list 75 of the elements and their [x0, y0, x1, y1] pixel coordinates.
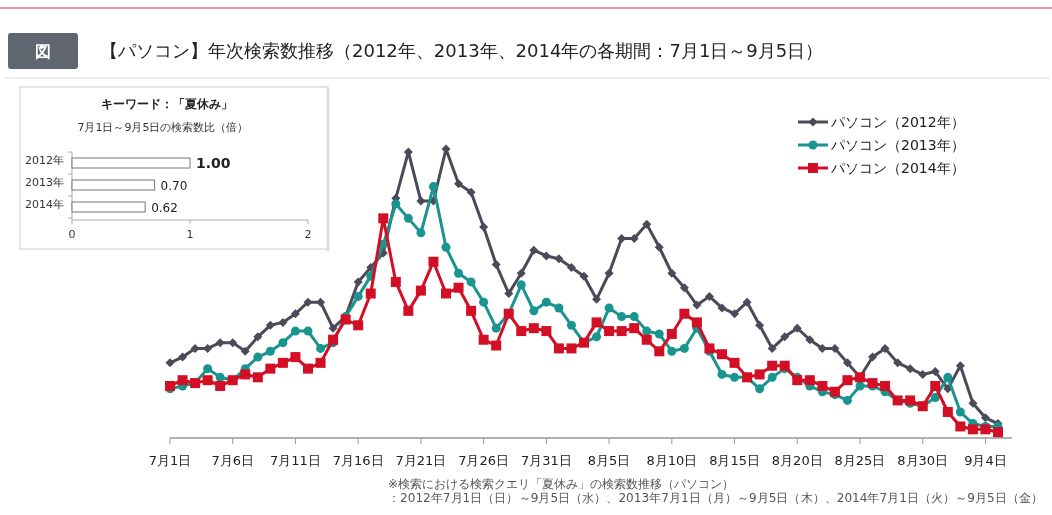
chart-title: 【パソコン】年次検索数推移（2012年、2013年、2014年の各期間：7月1日～9月5日） [100, 40, 824, 61]
point [842, 395, 852, 405]
bar [71, 157, 191, 169]
point [604, 303, 614, 313]
x-tick-label: 7月11日 [270, 453, 321, 468]
point [391, 199, 401, 209]
point [215, 372, 225, 382]
point [566, 320, 576, 330]
point [755, 384, 765, 394]
point [516, 280, 526, 290]
point [416, 228, 426, 238]
data-label: 1.00 [196, 155, 231, 171]
point [403, 213, 413, 223]
point [767, 372, 777, 382]
point [930, 393, 940, 403]
x-tick-label: 8月20日 [771, 453, 823, 468]
point [290, 326, 300, 336]
text: ※検索における検索クエリ「夏休み」の検索数推移（パソコン） [388, 477, 735, 491]
x-tick-label: 7月21日 [395, 453, 447, 468]
y-tick-label: 2014年 [25, 198, 64, 211]
point [265, 346, 275, 356]
x-tick-label: 7月1日 [148, 453, 192, 468]
chart-title: キーワード：「夏休み」 [101, 97, 233, 111]
point [955, 407, 965, 417]
point [554, 303, 564, 313]
legend-label: パソコン（2012年） [830, 114, 965, 130]
bar [71, 201, 146, 213]
point [642, 326, 652, 336]
x-tick-label: 1 [186, 228, 194, 241]
text: ：2012年7月1日（日）～9月5日（水）、2013年7月1日（月）～9月5日（木）、2014年7月1日（火）～9月5日（金） [388, 491, 1043, 505]
x-tick-label: 7月6日 [211, 453, 254, 468]
point [428, 182, 438, 192]
point [441, 242, 451, 252]
data-label: 0.70 [160, 179, 188, 193]
text: 図 [35, 42, 51, 61]
x-tick-label: 8月30日 [897, 453, 949, 468]
point [529, 306, 539, 316]
point [491, 323, 501, 333]
legend-label: パソコン（2013年） [830, 137, 965, 153]
chart-subtitle: 7月1日～9月5日の検索数比（倍） [77, 121, 249, 134]
data-label: 0.62 [151, 201, 178, 215]
point [592, 332, 602, 342]
x-tick-label: 9月4日 [964, 453, 1007, 468]
bar [71, 179, 156, 191]
point [943, 372, 953, 382]
point [253, 352, 263, 362]
x-tick-label: 7月16日 [332, 453, 384, 468]
x-tick-label: 8月5日 [587, 453, 631, 468]
point [617, 312, 627, 322]
point [203, 364, 213, 374]
x-tick-label: 0 [68, 228, 76, 241]
x-tick-label: 7月31日 [520, 453, 572, 468]
x-tick-label: 7月26日 [458, 453, 510, 468]
point [316, 343, 326, 353]
point [479, 297, 489, 307]
point [466, 277, 476, 287]
point [353, 291, 363, 301]
x-tick-label: 8月25日 [834, 453, 886, 468]
point [454, 268, 464, 278]
y-tick-label: 2013年 [25, 176, 64, 189]
point [654, 329, 664, 339]
point [717, 369, 727, 379]
point [303, 326, 313, 336]
legend-label: パソコン（2014年） [830, 160, 965, 176]
point [541, 297, 551, 307]
point [278, 338, 288, 348]
point [667, 346, 677, 356]
x-tick-label: 2 [304, 228, 312, 241]
y-tick-label: 2012年 [25, 154, 64, 167]
x-tick-label: 8月10日 [646, 453, 698, 468]
point [730, 372, 740, 382]
point [679, 343, 689, 353]
point [629, 312, 639, 322]
x-tick-label: 8月15日 [709, 453, 760, 468]
point [855, 381, 865, 391]
